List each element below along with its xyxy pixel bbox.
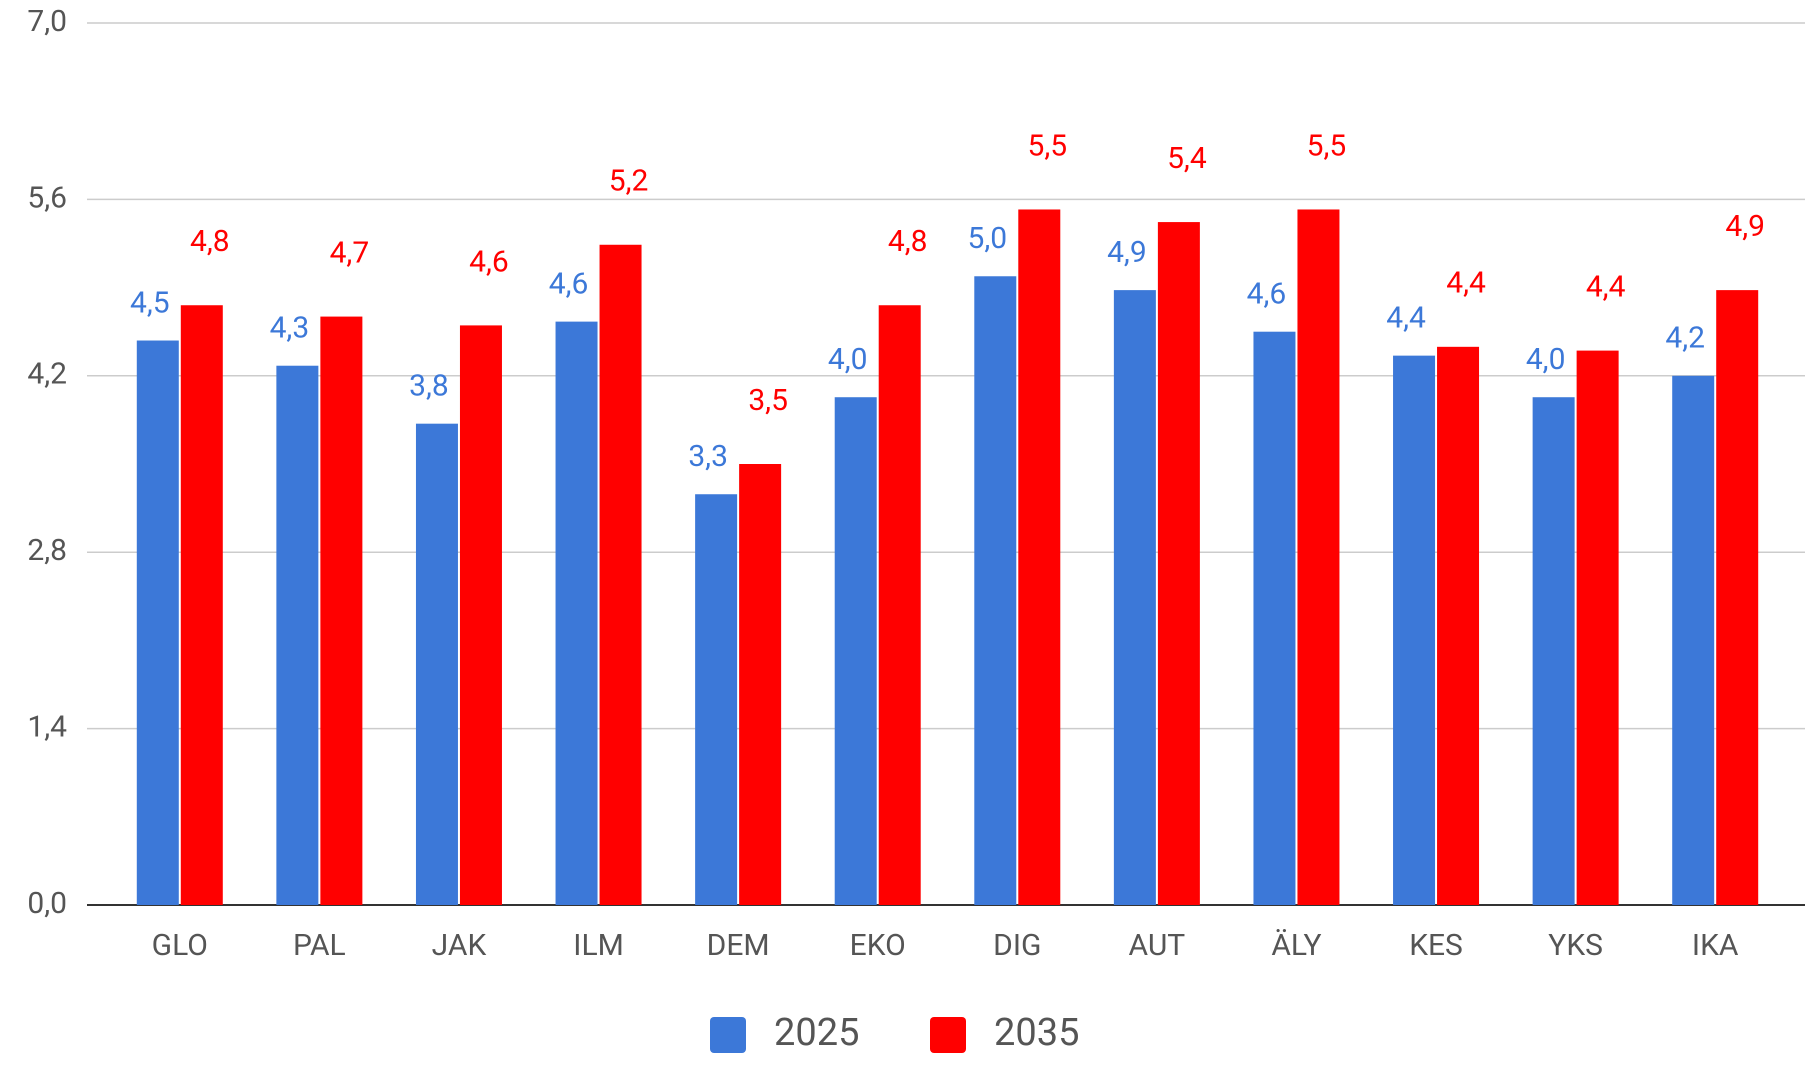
y-tick-label: 4,2 xyxy=(27,357,67,392)
bar xyxy=(599,244,642,905)
y-tick-label: 2,8 xyxy=(27,533,67,568)
bar xyxy=(1437,346,1480,905)
bar xyxy=(878,305,921,905)
data-label: 4,9 xyxy=(1107,235,1147,270)
data-label: 5,5 xyxy=(1307,128,1347,163)
data-label: 5,4 xyxy=(1167,141,1207,176)
data-label: 4,5 xyxy=(130,285,170,320)
x-tick-label: DEM xyxy=(707,928,770,963)
bar xyxy=(1157,222,1200,905)
legend-label: 2035 xyxy=(994,1011,1079,1055)
bar xyxy=(136,340,179,905)
x-tick-label: YKS xyxy=(1548,928,1603,963)
bar xyxy=(555,321,598,905)
x-tick-label: ILM xyxy=(573,928,624,963)
x-tick-label: EKO xyxy=(850,928,906,963)
data-label: 4,0 xyxy=(1526,342,1566,377)
bar xyxy=(1113,290,1156,905)
data-label: 4,4 xyxy=(1446,266,1486,301)
data-label: 5,0 xyxy=(967,221,1007,256)
bar xyxy=(1532,397,1575,905)
data-label: 4,3 xyxy=(270,311,310,346)
x-tick-label: DIG xyxy=(993,928,1041,963)
y-tick-label: 0,0 xyxy=(27,886,67,921)
data-label: 4,4 xyxy=(1386,301,1426,336)
bar xyxy=(415,423,458,905)
bar xyxy=(695,494,738,905)
data-label: 3,3 xyxy=(688,439,728,474)
data-label: 5,2 xyxy=(609,164,649,199)
bar xyxy=(320,316,363,906)
data-label: 4,6 xyxy=(469,244,509,279)
legend-swatch xyxy=(710,1017,746,1053)
x-tick-label: GLO xyxy=(152,928,208,963)
bar xyxy=(1576,350,1619,906)
data-label: 4,0 xyxy=(828,342,868,377)
bar xyxy=(834,397,877,905)
x-tick-label: IKA xyxy=(1692,928,1739,963)
x-tick-label: KES xyxy=(1409,928,1463,963)
bar xyxy=(1672,375,1715,905)
bar xyxy=(1297,209,1340,906)
bar xyxy=(1253,331,1296,905)
x-tick-label: AUT xyxy=(1129,928,1186,963)
data-label: 4,6 xyxy=(1247,277,1287,312)
data-label: 4,9 xyxy=(1725,209,1765,244)
bar xyxy=(739,464,782,905)
data-label: 3,5 xyxy=(748,383,788,418)
data-label: 3,8 xyxy=(409,369,449,404)
legend-label: 2025 xyxy=(774,1011,859,1055)
bar xyxy=(276,365,319,906)
x-tick-label: ÄLY xyxy=(1271,928,1321,963)
bar xyxy=(1393,355,1436,905)
bar xyxy=(459,325,502,905)
bar xyxy=(1716,290,1759,905)
data-label: 4,8 xyxy=(190,224,230,259)
x-tick-label: JAK xyxy=(432,928,487,963)
y-tick-label: 7,0 xyxy=(27,4,67,39)
y-tick-label: 1,4 xyxy=(27,710,67,745)
data-label: 4,6 xyxy=(549,267,589,302)
data-label: 4,4 xyxy=(1586,270,1626,305)
legend-swatch xyxy=(930,1017,966,1053)
y-tick-label: 5,6 xyxy=(27,180,67,215)
data-label: 5,5 xyxy=(1027,128,1067,163)
data-label: 4,2 xyxy=(1665,321,1705,356)
x-tick-label: PAL xyxy=(293,928,346,963)
bar xyxy=(1018,209,1061,906)
bar xyxy=(180,305,223,905)
data-label: 4,7 xyxy=(330,236,370,271)
data-label: 4,8 xyxy=(888,224,928,259)
bar xyxy=(974,276,1017,905)
